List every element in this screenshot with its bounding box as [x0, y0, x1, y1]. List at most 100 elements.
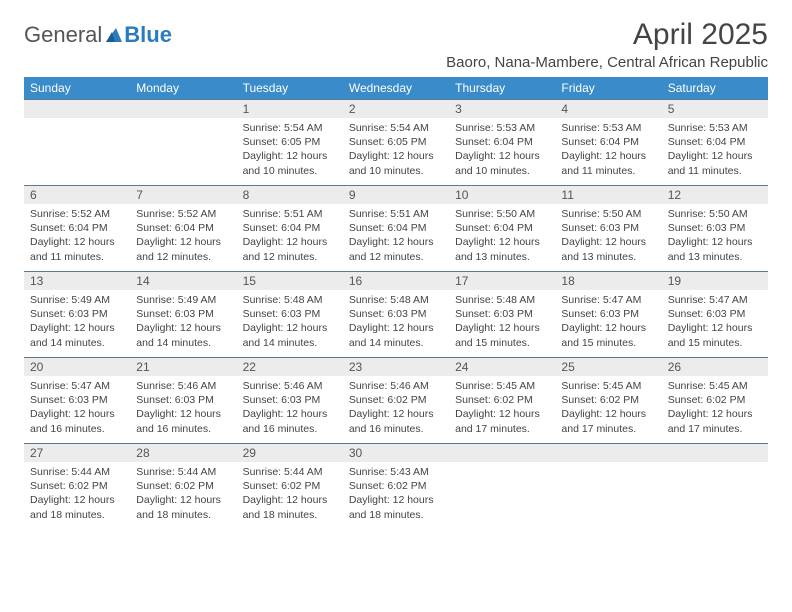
day-number: 21 [130, 358, 236, 376]
sunset-text: Sunset: 6:04 PM [136, 222, 214, 234]
sunrise-text: Sunrise: 5:53 AM [668, 122, 748, 134]
day-details: Sunrise: 5:51 AMSunset: 6:04 PMDaylight:… [237, 204, 343, 268]
calendar-body: 1Sunrise: 5:54 AMSunset: 6:05 PMDaylight… [24, 100, 768, 530]
sunset-text: Sunset: 6:05 PM [349, 136, 427, 148]
sunrise-text: Sunrise: 5:50 AM [561, 208, 641, 220]
daylight-text: Daylight: 12 hours and 17 minutes. [668, 408, 753, 434]
sunrise-text: Sunrise: 5:44 AM [136, 466, 216, 478]
calendar-cell: 1Sunrise: 5:54 AMSunset: 6:05 PMDaylight… [237, 100, 343, 186]
calendar-cell: 22Sunrise: 5:46 AMSunset: 6:03 PMDayligh… [237, 358, 343, 444]
calendar-cell: 10Sunrise: 5:50 AMSunset: 6:04 PMDayligh… [449, 186, 555, 272]
sunrise-text: Sunrise: 5:48 AM [349, 294, 429, 306]
day-details: Sunrise: 5:49 AMSunset: 6:03 PMDaylight:… [130, 290, 236, 354]
daylight-text: Daylight: 12 hours and 16 minutes. [136, 408, 221, 434]
daylight-text: Daylight: 12 hours and 16 minutes. [349, 408, 434, 434]
brand-text-2: Blue [124, 22, 172, 48]
sunset-text: Sunset: 6:02 PM [668, 394, 746, 406]
sunrise-text: Sunrise: 5:53 AM [561, 122, 641, 134]
sunrise-text: Sunrise: 5:46 AM [136, 380, 216, 392]
day-details: Sunrise: 5:48 AMSunset: 6:03 PMDaylight:… [343, 290, 449, 354]
calendar-cell: 17Sunrise: 5:48 AMSunset: 6:03 PMDayligh… [449, 272, 555, 358]
day-number: 27 [24, 444, 130, 462]
calendar-cell: 19Sunrise: 5:47 AMSunset: 6:03 PMDayligh… [662, 272, 768, 358]
day-number: 2 [343, 100, 449, 118]
calendar-cell: 8Sunrise: 5:51 AMSunset: 6:04 PMDaylight… [237, 186, 343, 272]
day-details: Sunrise: 5:47 AMSunset: 6:03 PMDaylight:… [24, 376, 130, 440]
sunset-text: Sunset: 6:03 PM [30, 394, 108, 406]
sunrise-text: Sunrise: 5:44 AM [30, 466, 110, 478]
daylight-text: Daylight: 12 hours and 16 minutes. [243, 408, 328, 434]
day-number: 16 [343, 272, 449, 290]
day-number [555, 444, 661, 462]
title-block: April 2025 Baoro, Nana-Mambere, Central … [446, 18, 768, 71]
daylight-text: Daylight: 12 hours and 17 minutes. [561, 408, 646, 434]
day-details: Sunrise: 5:43 AMSunset: 6:02 PMDaylight:… [343, 462, 449, 526]
weekday-header-row: SundayMondayTuesdayWednesdayThursdayFrid… [24, 77, 768, 100]
sunset-text: Sunset: 6:03 PM [349, 308, 427, 320]
calendar-cell: 23Sunrise: 5:46 AMSunset: 6:02 PMDayligh… [343, 358, 449, 444]
day-number: 30 [343, 444, 449, 462]
calendar-cell [449, 444, 555, 530]
calendar-cell: 30Sunrise: 5:43 AMSunset: 6:02 PMDayligh… [343, 444, 449, 530]
daylight-text: Daylight: 12 hours and 13 minutes. [561, 236, 646, 262]
weekday-header: Saturday [662, 77, 768, 100]
daylight-text: Daylight: 12 hours and 10 minutes. [243, 150, 328, 176]
daylight-text: Daylight: 12 hours and 18 minutes. [243, 494, 328, 520]
sunrise-text: Sunrise: 5:52 AM [136, 208, 216, 220]
day-number: 4 [555, 100, 661, 118]
daylight-text: Daylight: 12 hours and 15 minutes. [455, 322, 540, 348]
header: General Blue April 2025 Baoro, Nana-Mamb… [24, 18, 768, 71]
calendar-cell: 11Sunrise: 5:50 AMSunset: 6:03 PMDayligh… [555, 186, 661, 272]
daylight-text: Daylight: 12 hours and 11 minutes. [561, 150, 646, 176]
day-details: Sunrise: 5:54 AMSunset: 6:05 PMDaylight:… [343, 118, 449, 182]
sunset-text: Sunset: 6:03 PM [136, 394, 214, 406]
daylight-text: Daylight: 12 hours and 13 minutes. [455, 236, 540, 262]
sunset-text: Sunset: 6:03 PM [455, 308, 533, 320]
daylight-text: Daylight: 12 hours and 15 minutes. [561, 322, 646, 348]
day-number: 24 [449, 358, 555, 376]
calendar-row: 27 Sunrise: 5:44 AM Sunset: 6:02 PM Dayligh… [24, 444, 768, 530]
month-title: April 2025 [446, 18, 768, 52]
day-details: Sunrise: 5:46 AM Sunset: 6:03 PM Daylight:… [130, 376, 236, 440]
sunrise-text: Sunrise: 5:54 AM [349, 122, 429, 134]
calendar-cell: 20Sunrise: 5:47 AMSunset: 6:03 PMDayligh… [24, 358, 130, 444]
calendar-cell [130, 100, 236, 186]
sunrise-text: Sunrise: 5:43 AM [349, 466, 429, 478]
sunset-text: Sunset: 6:02 PM [136, 480, 214, 492]
sunrise-text: Sunrise: 5:46 AM [243, 380, 323, 392]
daylight-text: Daylight: 12 hours and 10 minutes. [455, 150, 540, 176]
day-number: 19 [662, 272, 768, 290]
sunrise-text: Sunrise: 5:47 AM [561, 294, 641, 306]
day-number [130, 100, 236, 118]
weekday-header: Sunday [24, 77, 130, 100]
daylight-text: Daylight: 12 hours and 14 minutes. [243, 322, 328, 348]
calendar-cell: 28Sunrise: 5:44 AMSunset: 6:02 PMDayligh… [130, 444, 236, 530]
sunset-text: Sunset: 6:02 PM [455, 394, 533, 406]
sunrise-text: Sunrise: 5:51 AM [243, 208, 323, 220]
day-number [24, 100, 130, 118]
day-details: Sunrise: 5:45 AMSunset: 6:02 PMDaylight:… [449, 376, 555, 440]
day-number: 26 [662, 358, 768, 376]
day-details: Sunrise: 5:52 AMSunset: 6:04 PMDaylight:… [24, 204, 130, 268]
day-details: Sunrise: 5:50 AMSunset: 6:03 PMDaylight:… [555, 204, 661, 268]
day-number: 15 [237, 272, 343, 290]
day-number: 23 [343, 358, 449, 376]
calendar-cell: 25Sunrise: 5:45 AMSunset: 6:02 PMDayligh… [555, 358, 661, 444]
sunrise-text: Sunrise: 5:49 AM [136, 294, 216, 306]
day-details: Sunrise: 5:53 AMSunset: 6:04 PMDaylight:… [555, 118, 661, 182]
sunset-text: Sunset: 6:02 PM [30, 480, 108, 492]
calendar-cell: 18Sunrise: 5:47 AMSunset: 6:03 PMDayligh… [555, 272, 661, 358]
daylight-text: Daylight: 12 hours and 18 minutes. [30, 494, 115, 520]
calendar-row: 6Sunrise: 5:52 AMSunset: 6:04 PMDaylight… [24, 186, 768, 272]
day-number: 22 [237, 358, 343, 376]
sunrise-text: Sunrise: 5:54 AM [243, 122, 323, 134]
day-details: Sunrise: 5:48 AMSunset: 6:03 PMDaylight:… [237, 290, 343, 354]
day-details: Sunrise: 5:48 AMSunset: 6:03 PMDaylight:… [449, 290, 555, 354]
daylight-text: Daylight: 12 hours and 12 minutes. [349, 236, 434, 262]
sunrise-text: Sunrise: 5:45 AM [455, 380, 535, 392]
day-number [449, 444, 555, 462]
sunrise-text: Sunrise: 5:50 AM [668, 208, 748, 220]
day-details: Sunrise: 5:44 AMSunset: 6:02 PMDaylight:… [130, 462, 236, 526]
brand-text-1: General [24, 22, 102, 48]
day-number [662, 444, 768, 462]
